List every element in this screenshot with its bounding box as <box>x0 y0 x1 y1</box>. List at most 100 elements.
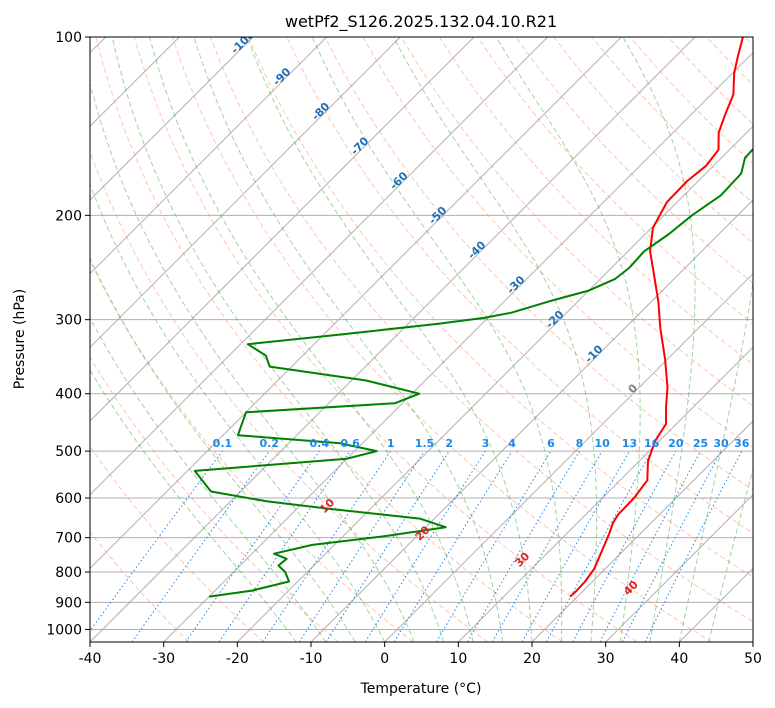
mixing-ratio-label: 0.2 <box>260 437 280 450</box>
x-tick-label: 20 <box>523 651 541 667</box>
moist-adiabat-line <box>392 37 598 642</box>
moist-adiabat-line <box>708 467 753 642</box>
y-tick-label: 200 <box>55 208 82 224</box>
dry-adiabat-line <box>90 356 339 642</box>
isotherm-label: -100 <box>228 28 257 57</box>
isotherm-line <box>605 493 753 642</box>
mixing-ratio-line <box>572 450 677 642</box>
mixing-ratio-line <box>545 450 653 642</box>
x-tick-label: -20 <box>226 651 249 667</box>
dry-adiabat-line <box>591 37 753 204</box>
mixing-ratio-line <box>185 450 320 642</box>
x-tick-label: 0 <box>380 651 389 667</box>
x-tick-label: 10 <box>449 651 467 667</box>
dry-adiabat-line <box>668 37 753 125</box>
isotherm-line <box>90 37 549 496</box>
isotherm-line <box>236 125 753 642</box>
moist-adiabat-line <box>90 256 356 642</box>
moist-adiabat-line <box>90 182 386 642</box>
x-axis-label: Temperature (°C) <box>360 681 482 697</box>
moist-adiabat-line <box>622 37 696 642</box>
moist-adiabat-line <box>90 81 415 642</box>
moist-adiabat-line <box>311 37 563 642</box>
mixing-ratio-label: 2 <box>445 437 453 450</box>
y-tick-label: 800 <box>55 565 82 581</box>
moist-adiabat-line <box>90 317 327 642</box>
y-tick-label: 100 <box>55 30 82 46</box>
dry-adiabat-label: 30 <box>512 549 532 569</box>
mixing-ratio-label: 0.6 <box>340 437 360 450</box>
y-tick-label: 500 <box>55 444 82 460</box>
dewpoint-line <box>193 147 753 598</box>
mixing-ratio-line <box>644 450 743 642</box>
mixing-ratio-line <box>298 450 425 642</box>
mixing-ratio-line <box>218 450 351 642</box>
mixing-ratio-line <box>621 450 722 642</box>
dry-adiabat-line <box>248 37 753 578</box>
mixing-ratio-line <box>435 450 552 642</box>
dry-adiabat-line <box>90 531 190 642</box>
mixing-ratio-label: 10 <box>594 437 610 450</box>
chart-title: wetPf2_S126.2025.132.04.10.R21 <box>285 12 557 32</box>
isotherm-line <box>384 272 753 642</box>
dry-adiabat-line <box>515 37 753 284</box>
dry-adiabat-line <box>744 37 753 47</box>
moist-adiabat-line <box>678 280 753 642</box>
mixing-ratio-line <box>467 450 580 642</box>
isotherm-line <box>531 420 753 642</box>
mixing-ratio-label: 6 <box>547 437 555 450</box>
isotherm-label: -90 <box>270 65 293 88</box>
isotherm-label: -60 <box>387 169 410 192</box>
isotherm-label: -20 <box>543 308 566 331</box>
mixing-ratio-label: 16 <box>644 437 660 450</box>
y-tick-label: 400 <box>55 387 82 403</box>
x-tick-label: -40 <box>79 651 102 667</box>
isotherm-line <box>752 641 753 642</box>
mixing-ratio-label: 0.1 <box>213 437 233 450</box>
y-tick-label: 900 <box>55 595 82 611</box>
grid-layer <box>90 37 753 642</box>
isotherm-label: -50 <box>426 204 449 227</box>
mixing-ratio-label: 4 <box>508 437 516 450</box>
dry-adiabat-line <box>133 37 638 642</box>
plot-frame <box>89 36 754 643</box>
x-tick-label: 50 <box>744 651 762 667</box>
mixing-ratio-label: 20 <box>668 437 684 450</box>
x-tick-label: 30 <box>597 651 615 667</box>
moist-adiabat-line <box>495 37 641 642</box>
isotherm-label: -80 <box>309 100 332 123</box>
mixing-ratio-line <box>131 450 270 642</box>
dry-adiabat-line <box>210 37 753 623</box>
moist-adiabat-line <box>149 37 474 642</box>
isotherm-label: -40 <box>465 238 488 261</box>
y-tick-label: 1000 <box>46 622 82 638</box>
moist-adiabat-line <box>111 37 445 642</box>
isotherm-line <box>163 51 753 642</box>
mixing-ratio-line <box>521 450 630 642</box>
mixing-ratio-line <box>599 450 701 642</box>
dry-adiabat-line <box>324 37 753 491</box>
y-tick-label: 600 <box>55 491 82 507</box>
dry-adiabat-line <box>90 445 264 642</box>
dry-adiabat-line <box>362 37 753 449</box>
x-tick-label: -10 <box>300 651 323 667</box>
mixing-ratio-label: 13 <box>622 437 637 450</box>
dry-adiabat-line <box>95 37 563 642</box>
mixing-ratio-label: 25 <box>693 437 708 450</box>
dry-adiabat-line <box>706 37 753 86</box>
dry-adiabat-line <box>90 259 414 642</box>
y-tick-label: 700 <box>55 531 82 547</box>
dry-adiabat-label: 20 <box>413 523 433 543</box>
isotherm-line <box>457 346 753 642</box>
dry-adiabat-line <box>400 37 753 407</box>
moist-adiabat-line <box>193 37 503 642</box>
isotherm-line <box>90 37 475 422</box>
mixing-ratio-line <box>262 450 392 642</box>
dry-adiabat-line <box>90 150 488 642</box>
isotherm-line <box>90 37 401 349</box>
temperature-line <box>569 37 744 598</box>
isotherm-line <box>90 37 328 275</box>
mixing-ratio-line <box>393 450 513 642</box>
dry-adiabat-line <box>171 37 712 642</box>
